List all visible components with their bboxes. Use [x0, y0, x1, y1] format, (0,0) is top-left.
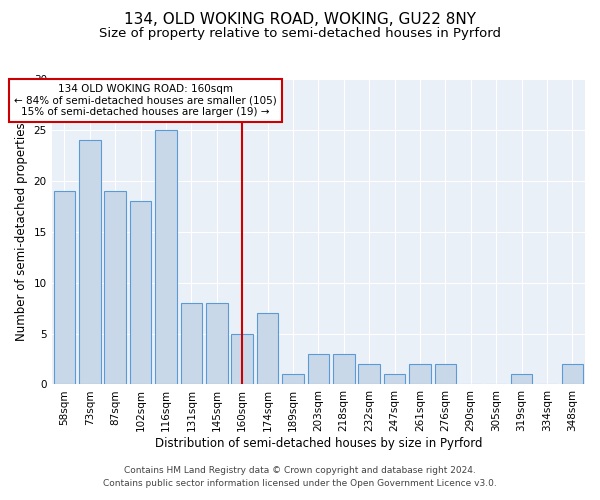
Bar — [104, 191, 126, 384]
Bar — [282, 374, 304, 384]
Bar — [333, 354, 355, 384]
Bar — [155, 130, 177, 384]
Bar — [53, 191, 75, 384]
Y-axis label: Number of semi-detached properties: Number of semi-detached properties — [15, 122, 28, 341]
Bar — [79, 140, 101, 384]
Bar — [257, 313, 278, 384]
Bar — [206, 303, 227, 384]
Bar — [562, 364, 583, 384]
Bar — [434, 364, 456, 384]
Bar — [358, 364, 380, 384]
Text: Size of property relative to semi-detached houses in Pyrford: Size of property relative to semi-detach… — [99, 28, 501, 40]
Bar — [409, 364, 431, 384]
Bar — [384, 374, 406, 384]
Bar — [232, 334, 253, 384]
Text: Contains HM Land Registry data © Crown copyright and database right 2024.
Contai: Contains HM Land Registry data © Crown c… — [103, 466, 497, 487]
Bar — [308, 354, 329, 384]
X-axis label: Distribution of semi-detached houses by size in Pyrford: Distribution of semi-detached houses by … — [155, 437, 482, 450]
Bar — [511, 374, 532, 384]
Text: 134, OLD WOKING ROAD, WOKING, GU22 8NY: 134, OLD WOKING ROAD, WOKING, GU22 8NY — [124, 12, 476, 28]
Bar — [130, 201, 151, 384]
Text: 134 OLD WOKING ROAD: 160sqm
← 84% of semi-detached houses are smaller (105)
15% : 134 OLD WOKING ROAD: 160sqm ← 84% of sem… — [14, 84, 277, 117]
Bar — [181, 303, 202, 384]
